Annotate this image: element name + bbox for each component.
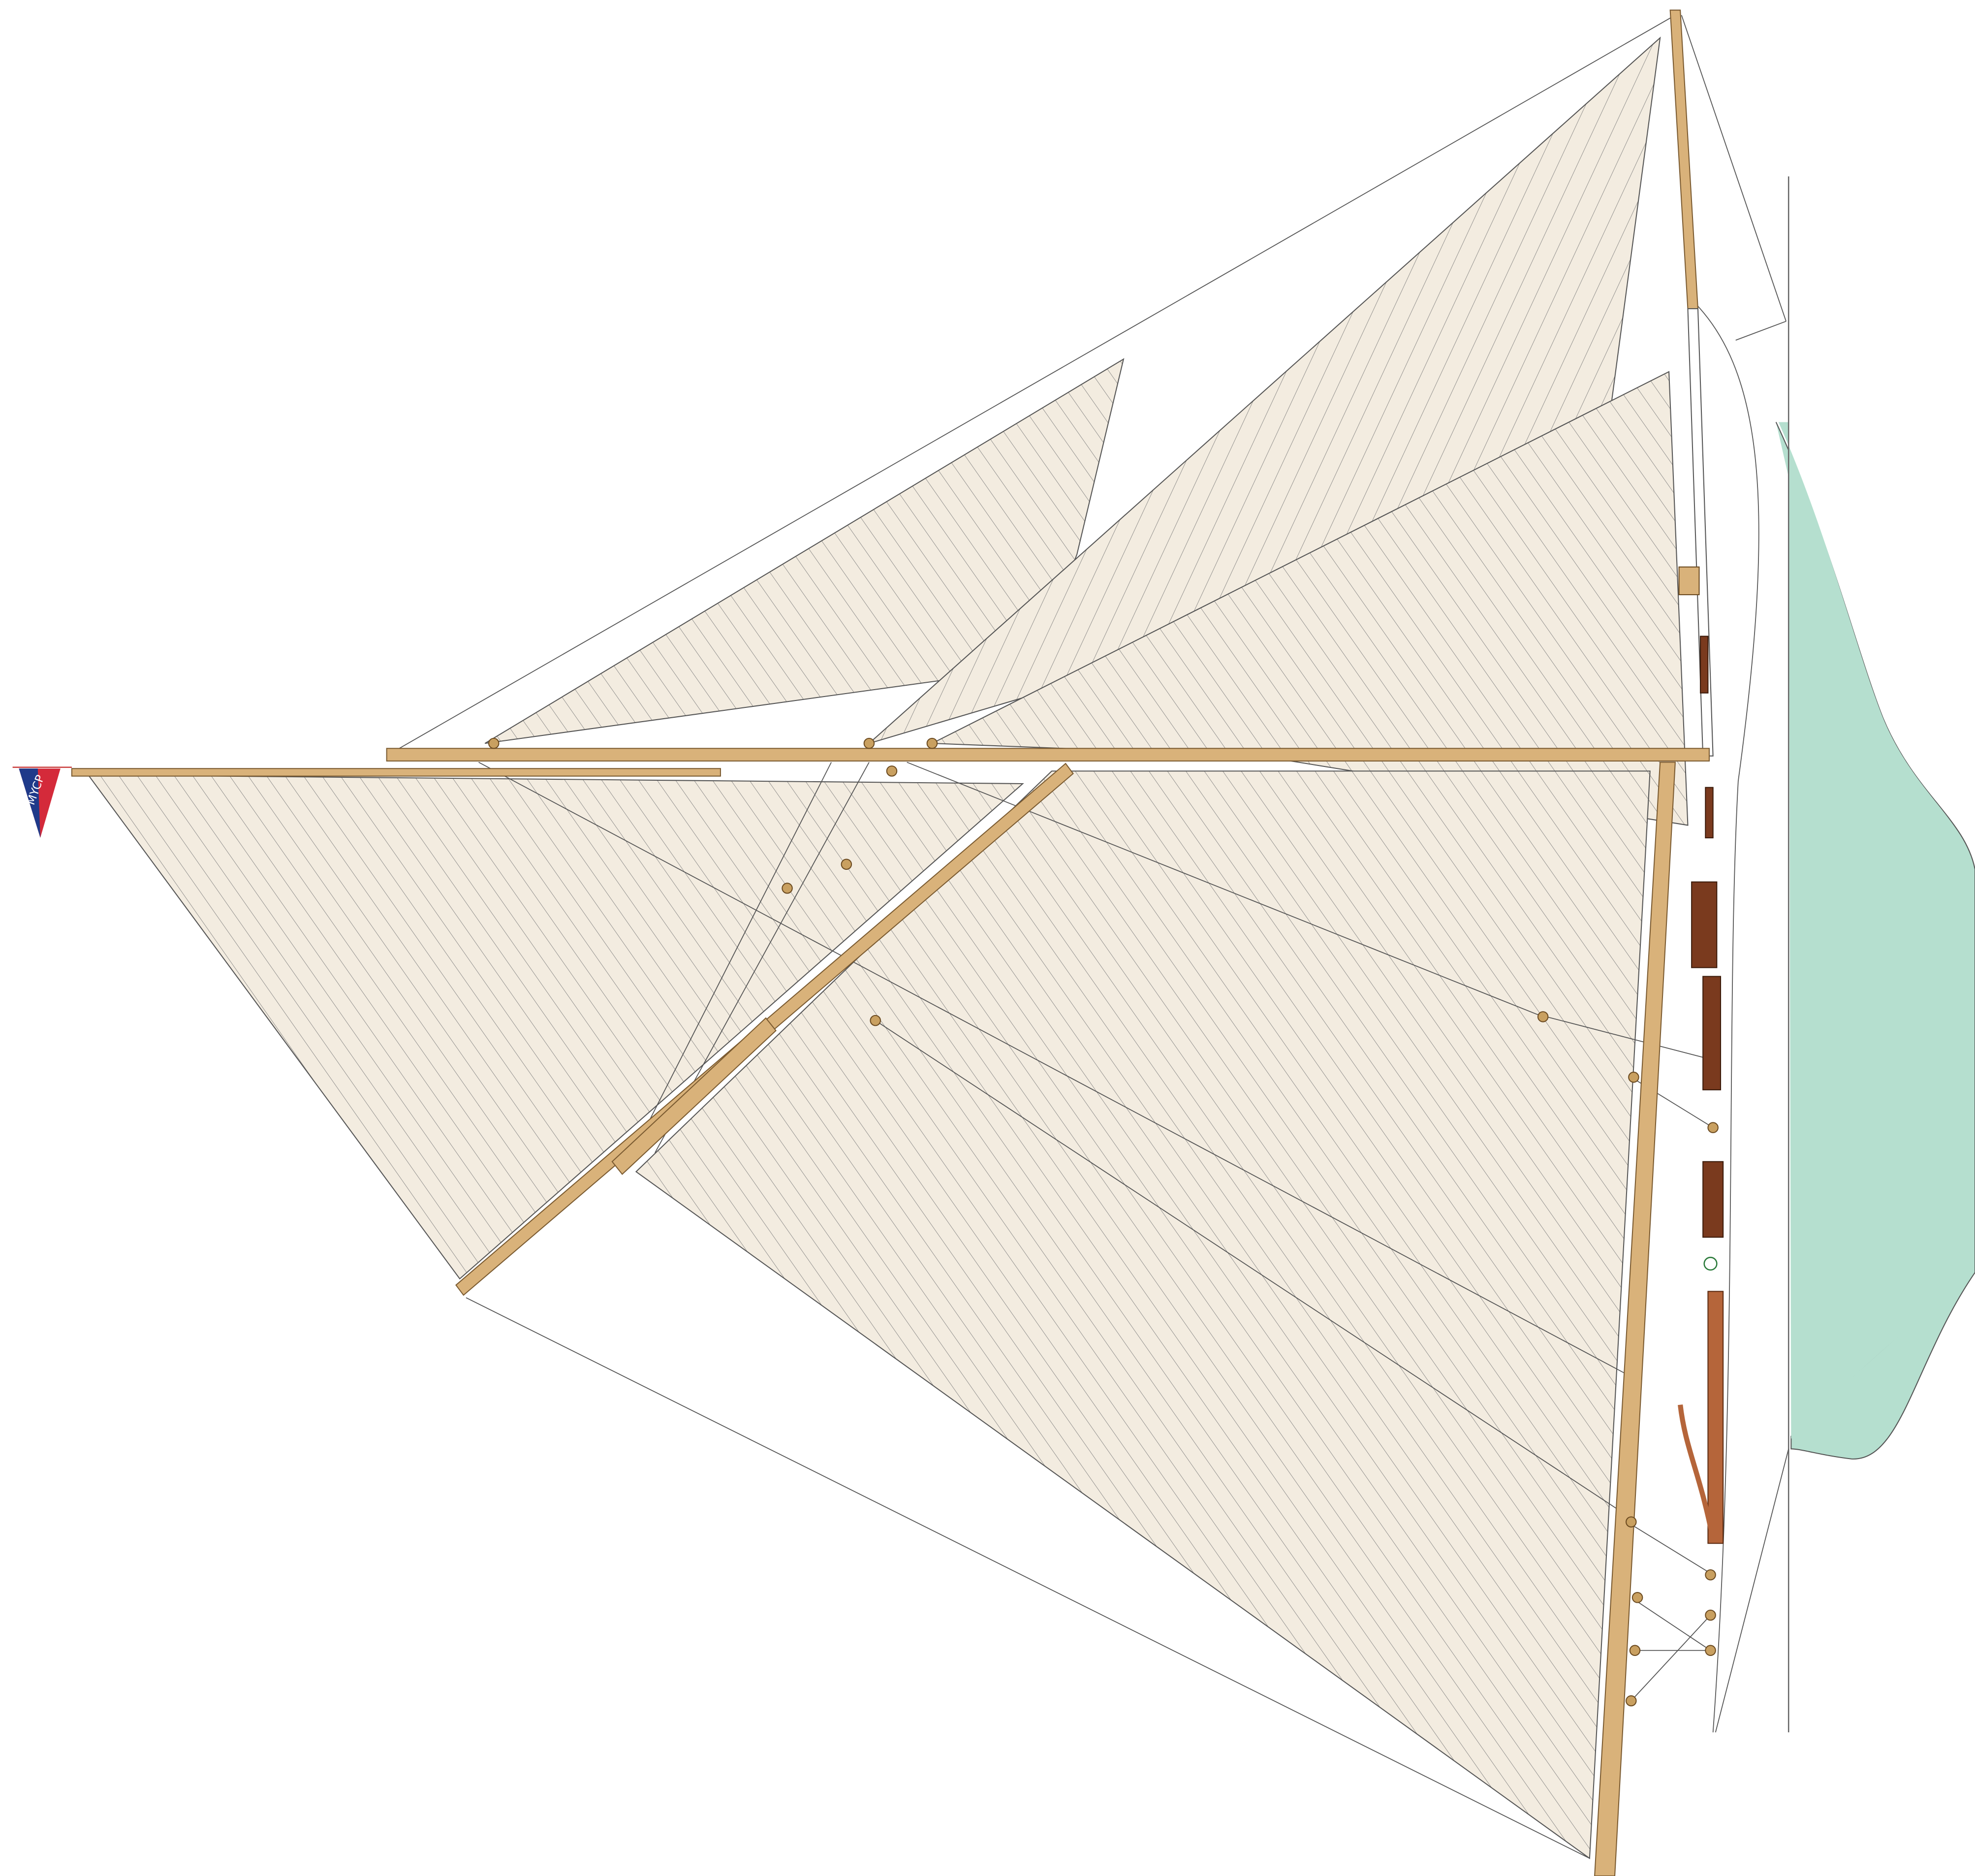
block: [1705, 1609, 1716, 1621]
block: [782, 883, 793, 894]
block: [870, 1015, 881, 1026]
hull-underwater-body: [1778, 422, 1973, 1439]
stay: [1681, 15, 1787, 322]
sheet: [1630, 1615, 1711, 1701]
shroud: [1715, 1449, 1789, 1733]
compass: [1703, 1257, 1718, 1271]
topsail-jib: [484, 358, 1125, 744]
bowsprit: [71, 768, 721, 777]
block: [1537, 1011, 1549, 1022]
hatch: [1691, 881, 1718, 968]
block: [1628, 1072, 1639, 1083]
sheet: [629, 762, 832, 1160]
tiller: [1678, 1404, 1716, 1540]
skylight: [1705, 787, 1714, 839]
block: [1626, 1516, 1637, 1528]
block: [1626, 1695, 1637, 1707]
hatch: [1702, 1161, 1724, 1238]
coaming: [1707, 1291, 1724, 1544]
block: [926, 737, 938, 749]
block: [1705, 1645, 1716, 1656]
sheet: [907, 762, 1537, 1015]
stay: [1735, 320, 1787, 341]
sheet: [1536, 1014, 1707, 1059]
block: [863, 737, 875, 749]
winch: [1678, 566, 1700, 596]
sheet: [1630, 1524, 1714, 1575]
block: [1631, 1592, 1643, 1603]
foresail: [87, 774, 1024, 1280]
stay: [390, 15, 1676, 754]
block: [1707, 1122, 1719, 1133]
stay: [466, 1297, 1590, 1859]
boom: [386, 748, 1710, 762]
topmast: [1669, 9, 1699, 310]
skylight: [1700, 636, 1709, 694]
spinnaker-pole: [611, 1017, 777, 1175]
sheet: [478, 762, 1625, 1374]
block: [886, 765, 898, 777]
hatch: [1702, 976, 1722, 1090]
block: [1629, 1645, 1641, 1656]
sheet: [1634, 1599, 1711, 1651]
block: [488, 737, 500, 749]
sheet: [875, 1020, 1631, 1519]
hull-topside: [1687, 295, 1759, 1733]
block: [1705, 1569, 1716, 1581]
block: [841, 859, 852, 870]
